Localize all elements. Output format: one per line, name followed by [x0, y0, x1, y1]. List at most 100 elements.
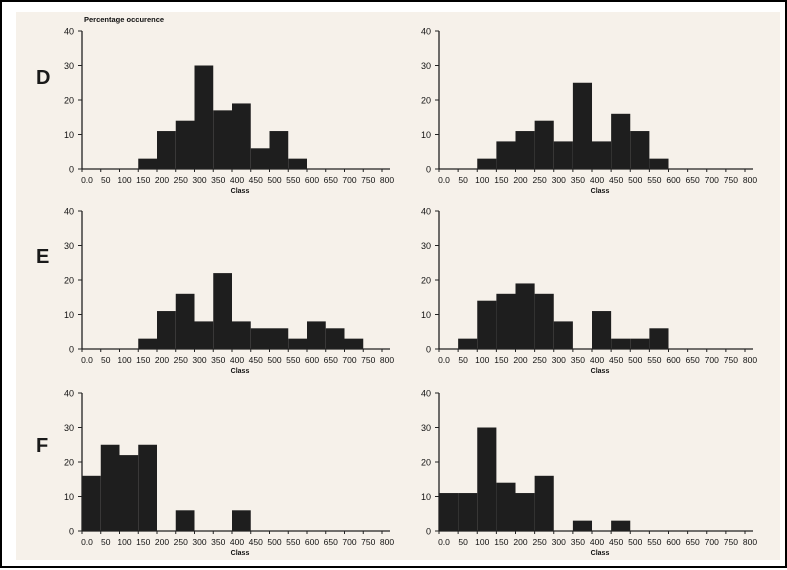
- x-tick-label-f-left-14: 700: [342, 537, 356, 547]
- bar-d-right-9: [611, 113, 631, 169]
- bar-e-right-5: [534, 293, 554, 349]
- x-tick-label-e-left-16: 800: [380, 355, 394, 365]
- x-tick-label-f-left-12: 600: [305, 537, 319, 547]
- bar-f-right-0: [439, 493, 459, 531]
- bar-e-left-12: [307, 321, 326, 349]
- y-tick-label-f-right-0: 0: [426, 527, 431, 537]
- bar-d-left-7: [213, 110, 232, 169]
- x-axis-label-e-left: Class: [231, 368, 250, 375]
- x-tick-label-e-left-4: 200: [155, 355, 169, 365]
- x-tick-label-d-left-3: 150: [136, 175, 150, 185]
- y-tick-label-f-left-10: 10: [64, 492, 74, 502]
- y-tick-label-e-right-20: 20: [421, 276, 431, 286]
- y-tick-label-d-left-10: 10: [64, 130, 74, 140]
- x-axis-label-f-left: Class: [231, 550, 250, 557]
- bar-d-left-11: [288, 158, 307, 169]
- x-tick-label-e-right-4: 200: [513, 355, 527, 365]
- x-tick-label-e-left-12: 600: [305, 355, 319, 365]
- x-tick-label-f-right-9: 450: [609, 537, 623, 547]
- x-tick-label-d-right-13: 650: [686, 175, 700, 185]
- x-tick-label-e-left-14: 700: [342, 355, 356, 365]
- x-tick-label-d-left-1: 50: [101, 175, 111, 185]
- x-tick-label-e-right-1: 50: [458, 355, 468, 365]
- x-axis-label-e-right: Class: [591, 368, 610, 375]
- x-tick-label-d-right-16: 800: [743, 175, 757, 185]
- y-tick-label-f-left-0: 0: [69, 527, 74, 537]
- bar-e-right-3: [496, 293, 516, 349]
- x-tick-label-d-left-13: 650: [324, 175, 338, 185]
- y-axis-caption-d-left: Percentage occurence: [84, 15, 164, 24]
- bar-d-left-8: [232, 103, 251, 169]
- x-tick-label-d-left-9: 450: [249, 175, 263, 185]
- y-tick-label-f-left-20: 20: [64, 458, 74, 468]
- bar-e-right-6: [553, 321, 573, 349]
- bar-f-left-1: [100, 444, 120, 531]
- bar-d-left-9: [250, 148, 270, 169]
- x-tick-label-d-left-5: 250: [174, 175, 188, 185]
- bar-e-left-7: [213, 273, 232, 349]
- bar-e-left-11: [288, 338, 307, 349]
- x-tick-label-f-left-7: 350: [211, 537, 225, 547]
- bar-e-left-10: [269, 328, 289, 349]
- x-tick-label-f-right-5: 250: [533, 537, 547, 547]
- x-tick-label-d-left-15: 750: [361, 175, 375, 185]
- x-tick-label-f-right-3: 150: [494, 537, 508, 547]
- x-tick-label-d-left-7: 350: [211, 175, 225, 185]
- x-tick-label-e-right-15: 750: [724, 355, 738, 365]
- bar-d-right-4: [515, 131, 535, 169]
- x-tick-label-f-left-8: 400: [230, 537, 244, 547]
- x-tick-label-d-left-2: 100: [117, 175, 131, 185]
- x-tick-label-f-left-16: 800: [380, 537, 394, 547]
- x-tick-label-f-right-14: 700: [705, 537, 719, 547]
- y-tick-label-e-right-30: 30: [421, 241, 431, 251]
- x-tick-label-f-left-2: 100: [117, 537, 131, 547]
- histogram-panel-f-left: 0 10 20 30 40 0.0 50 100 150 200 250 300 350 400 450 50…: [64, 389, 394, 558]
- bar-e-left-14: [344, 338, 364, 349]
- x-tick-label-d-right-9: 450: [609, 175, 623, 185]
- x-tick-label-e-right-12: 600: [666, 355, 680, 365]
- bar-d-left-3: [138, 158, 157, 169]
- histogram-panel-e-left: 0 10 20 30 40 0.0 50 100 150 200 250 300 350 400 450 50…: [64, 207, 394, 376]
- x-tick-label-f-left-3: 150: [136, 537, 150, 547]
- x-tick-label-e-right-2: 100: [475, 355, 489, 365]
- bar-d-right-8: [592, 141, 612, 169]
- bar-e-right-2: [477, 300, 497, 349]
- bar-d-right-5: [534, 120, 554, 169]
- x-axis-label-d-left: Class: [231, 188, 250, 195]
- y-tick-label-e-left-0: 0: [69, 345, 74, 355]
- x-tick-label-e-left-8: 400: [230, 355, 244, 365]
- bar-e-right-11: [649, 328, 669, 349]
- x-tick-label-e-right-7: 350: [571, 355, 585, 365]
- x-tick-label-d-right-14: 700: [705, 175, 719, 185]
- x-tick-label-d-left-0: 0.0: [81, 175, 93, 185]
- x-tick-label-e-left-13: 650: [324, 355, 338, 365]
- x-tick-label-d-left-8: 400: [230, 175, 244, 185]
- y-tick-label-e-left-10: 10: [64, 310, 74, 320]
- x-tick-label-d-right-5: 250: [533, 175, 547, 185]
- y-tick-label-e-right-40: 40: [421, 207, 431, 217]
- bar-e-right-1: [458, 338, 478, 349]
- bar-d-right-10: [630, 131, 650, 169]
- y-tick-label-f-right-30: 30: [421, 423, 431, 433]
- x-tick-label-e-right-14: 700: [705, 355, 719, 365]
- x-tick-label-f-left-10: 500: [267, 537, 281, 547]
- x-tick-label-d-right-7: 350: [571, 175, 585, 185]
- x-tick-label-f-left-9: 450: [249, 537, 263, 547]
- bar-f-right-4: [515, 493, 535, 531]
- bar-e-right-10: [630, 338, 650, 349]
- bar-d-right-11: [649, 158, 669, 169]
- histogram-panel-e-right: 0 10 20 30 40 0.0 50 100 150 200 250 300 350 400 450 50…: [421, 207, 757, 376]
- y-tick-label-e-right-0: 0: [426, 345, 431, 355]
- x-tick-label-f-right-15: 750: [724, 537, 738, 547]
- x-tick-label-d-right-3: 150: [494, 175, 508, 185]
- histogram-panel-f-right: 0 10 20 30 40 0.0 50 100 150 200 250 300 350 400 450 50…: [421, 389, 757, 558]
- y-tick-label-d-right-0: 0: [426, 165, 431, 175]
- row-label-e: E: [36, 246, 50, 268]
- x-tick-label-f-right-7: 350: [571, 537, 585, 547]
- x-tick-label-e-left-9: 450: [249, 355, 263, 365]
- x-tick-label-e-right-13: 650: [686, 355, 700, 365]
- x-tick-label-e-right-16: 800: [743, 355, 757, 365]
- x-tick-label-e-right-0: 0.0: [438, 355, 450, 365]
- bar-e-right-9: [611, 338, 631, 349]
